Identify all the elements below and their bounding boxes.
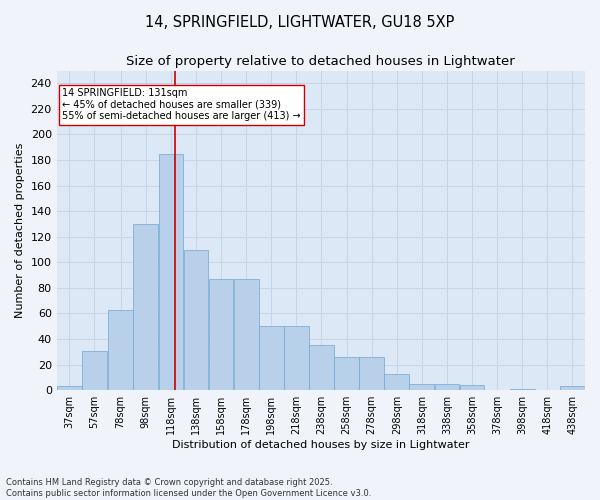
Bar <box>359 357 384 390</box>
Bar <box>284 326 309 390</box>
Bar <box>133 224 158 390</box>
Bar <box>385 374 409 390</box>
Bar <box>82 350 107 390</box>
Bar <box>334 357 359 390</box>
Bar <box>184 250 208 390</box>
Bar <box>259 326 284 390</box>
Bar <box>434 384 460 390</box>
X-axis label: Distribution of detached houses by size in Lightwater: Distribution of detached houses by size … <box>172 440 470 450</box>
Bar <box>309 346 334 390</box>
Bar <box>560 386 585 390</box>
Text: 14 SPRINGFIELD: 131sqm
← 45% of detached houses are smaller (339)
55% of semi-de: 14 SPRINGFIELD: 131sqm ← 45% of detached… <box>62 88 301 122</box>
Bar <box>460 385 484 390</box>
Bar <box>209 279 233 390</box>
Text: Contains HM Land Registry data © Crown copyright and database right 2025.
Contai: Contains HM Land Registry data © Crown c… <box>6 478 371 498</box>
Bar <box>510 389 535 390</box>
Y-axis label: Number of detached properties: Number of detached properties <box>15 142 25 318</box>
Bar <box>158 154 183 390</box>
Bar <box>57 386 82 390</box>
Title: Size of property relative to detached houses in Lightwater: Size of property relative to detached ho… <box>127 55 515 68</box>
Text: 14, SPRINGFIELD, LIGHTWATER, GU18 5XP: 14, SPRINGFIELD, LIGHTWATER, GU18 5XP <box>145 15 455 30</box>
Bar <box>409 384 434 390</box>
Bar <box>109 310 133 390</box>
Bar <box>234 279 259 390</box>
